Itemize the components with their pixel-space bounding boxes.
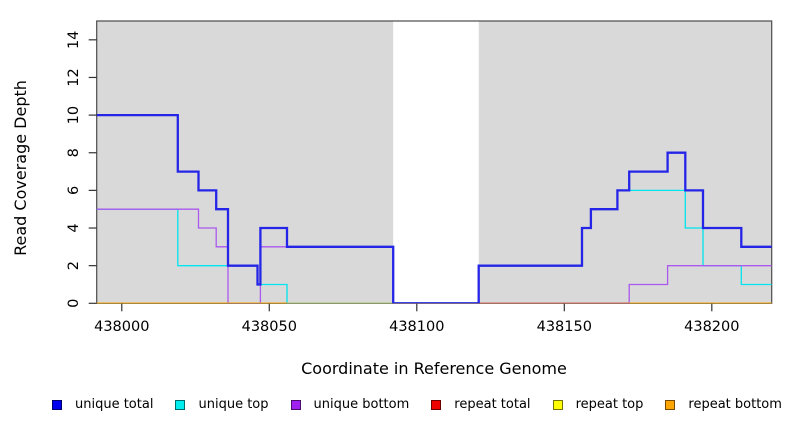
y-tick-label: 2	[66, 261, 82, 270]
legend-swatch-unique-top	[175, 400, 186, 410]
legend-label-unique-bottom: unique bottom	[313, 397, 410, 412]
y-tick-label: 10	[66, 106, 82, 124]
legend-swatch-repeat-total	[431, 400, 442, 410]
y-tick-label: 8	[66, 148, 82, 157]
y-tick-label: 6	[66, 186, 82, 195]
uncovered-region	[393, 21, 479, 304]
legend-item-unique-bottom: unique bottom	[290, 397, 410, 412]
y-tick-label: 14	[66, 31, 82, 49]
legend-item-unique-top: unique top	[175, 397, 269, 412]
legend-swatch-repeat-bottom	[665, 400, 676, 410]
y-tick-label: 0	[66, 299, 82, 308]
legend-item-repeat-total: repeat total	[431, 397, 531, 412]
series-lines	[96, 113, 772, 304]
y-tick-label: 12	[66, 68, 82, 86]
x-tick-label: 438100	[389, 319, 444, 335]
legend-label-repeat-total: repeat total	[454, 397, 531, 412]
legend-swatch-unique-total	[52, 400, 62, 410]
y-axis-title: Read Coverage Depth	[11, 80, 30, 256]
x-tick-label: 438000	[94, 319, 149, 335]
x-tick-label: 438200	[684, 319, 739, 335]
legend-label-repeat-top: repeat top	[575, 397, 644, 412]
legend-swatch-repeat-top	[552, 400, 563, 410]
legend-item-repeat-top: repeat top	[552, 397, 644, 412]
legend: unique total unique top unique bottom repea…	[0, 398, 792, 412]
legend-label-repeat-bottom: repeat bottom	[688, 397, 782, 412]
series-unique-total	[96, 113, 772, 304]
x-tick-label: 438150	[537, 319, 592, 335]
legend-item-unique-total: unique total	[52, 398, 153, 412]
legend-swatch-unique-bottom	[290, 400, 301, 410]
plot-area: 438000 438050 438100 438150 438200 0 2 4 6 8 10 12 1…	[66, 20, 773, 335]
legend-item-repeat-bottom: repeat bottom	[665, 398, 782, 412]
legend-label-unique-total: unique total	[75, 397, 154, 412]
y-tick-label: 4	[66, 223, 82, 232]
x-tick-label: 438050	[242, 319, 297, 335]
legend-label-unique-top: unique top	[198, 397, 269, 412]
x-axis-title: Coordinate in Reference Genome	[301, 359, 567, 378]
